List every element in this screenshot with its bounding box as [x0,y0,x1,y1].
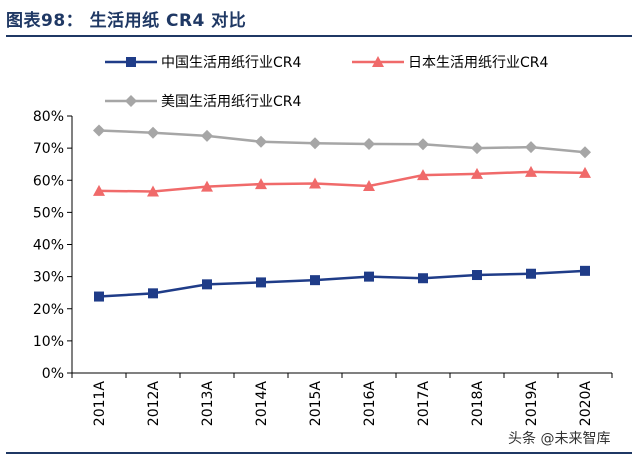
data-point [201,129,213,142]
x-tick-label: 2019A [524,381,540,427]
data-point [363,137,375,150]
data-point [147,126,159,139]
x-tick-label: 2013A [200,381,216,427]
data-point [201,180,213,192]
data-point [417,138,429,151]
legend-item-china: 中国生活用纸行业CR4 [105,52,301,72]
bottom-rule [6,452,632,454]
series-line-0 [98,269,586,298]
x-tick-label: 2015A [308,381,324,427]
y-tick-label: 70% [33,141,64,157]
legend-item-japan: 日本生活用纸行业CR4 [352,52,548,72]
x-tick-label: 2012A [146,381,162,427]
title-rule [6,35,632,37]
data-point [309,137,321,150]
data-point [471,167,483,179]
legend-label-usa: 美国生活用纸行业CR4 [161,94,302,110]
chart-title: 图表98： 生活用纸 CR4 对比 [6,11,247,31]
data-point [202,279,212,290]
x-tick-label: 2016A [362,381,378,427]
data-point [93,124,105,137]
data-point [255,135,267,148]
y-tick-label: 20% [33,302,64,318]
legend-swatch-usa [105,95,157,107]
data-point [147,185,159,197]
legend-swatch-china [105,57,157,67]
series-line-1 [98,170,586,193]
data-point [309,177,321,189]
legend-label-japan: 日本生活用纸行业CR4 [408,55,549,71]
y-tick-label: 0% [42,366,64,382]
data-point [525,141,537,154]
y-tick-label: 30% [33,270,64,286]
data-point [255,178,267,190]
series-line-2 [98,129,586,154]
legend-item-usa: 美国生活用纸行业CR4 [105,91,301,111]
data-point [471,142,483,155]
data-point [148,288,158,299]
data-point [310,275,320,286]
y-tick-label: 40% [33,238,64,254]
x-tick-label: 2011A [92,381,108,427]
y-tick-label: 50% [33,205,64,221]
data-point [363,180,375,192]
legend-swatch-japan [352,56,404,67]
data-point [579,166,591,178]
data-point [94,291,104,302]
x-tick-label: 2014A [254,381,270,427]
x-tick-label: 2018A [470,381,486,427]
data-point [525,165,537,177]
data-point [417,169,429,181]
data-point [579,146,591,159]
data-point [526,268,536,279]
data-point [256,277,266,288]
y-tick-label: 60% [33,173,64,189]
x-tick-label: 2020A [578,381,594,427]
y-tick-label: 80% [33,109,64,125]
data-point [364,271,374,282]
legend-label-china: 中国生活用纸行业CR4 [161,55,302,71]
watermark: 头条 @未来智库 [508,431,611,447]
data-point [93,184,105,196]
x-tick-label: 2017A [416,381,432,427]
data-point [472,270,482,281]
y-tick-label: 10% [33,334,64,350]
data-point [418,273,428,284]
data-point [580,265,590,276]
